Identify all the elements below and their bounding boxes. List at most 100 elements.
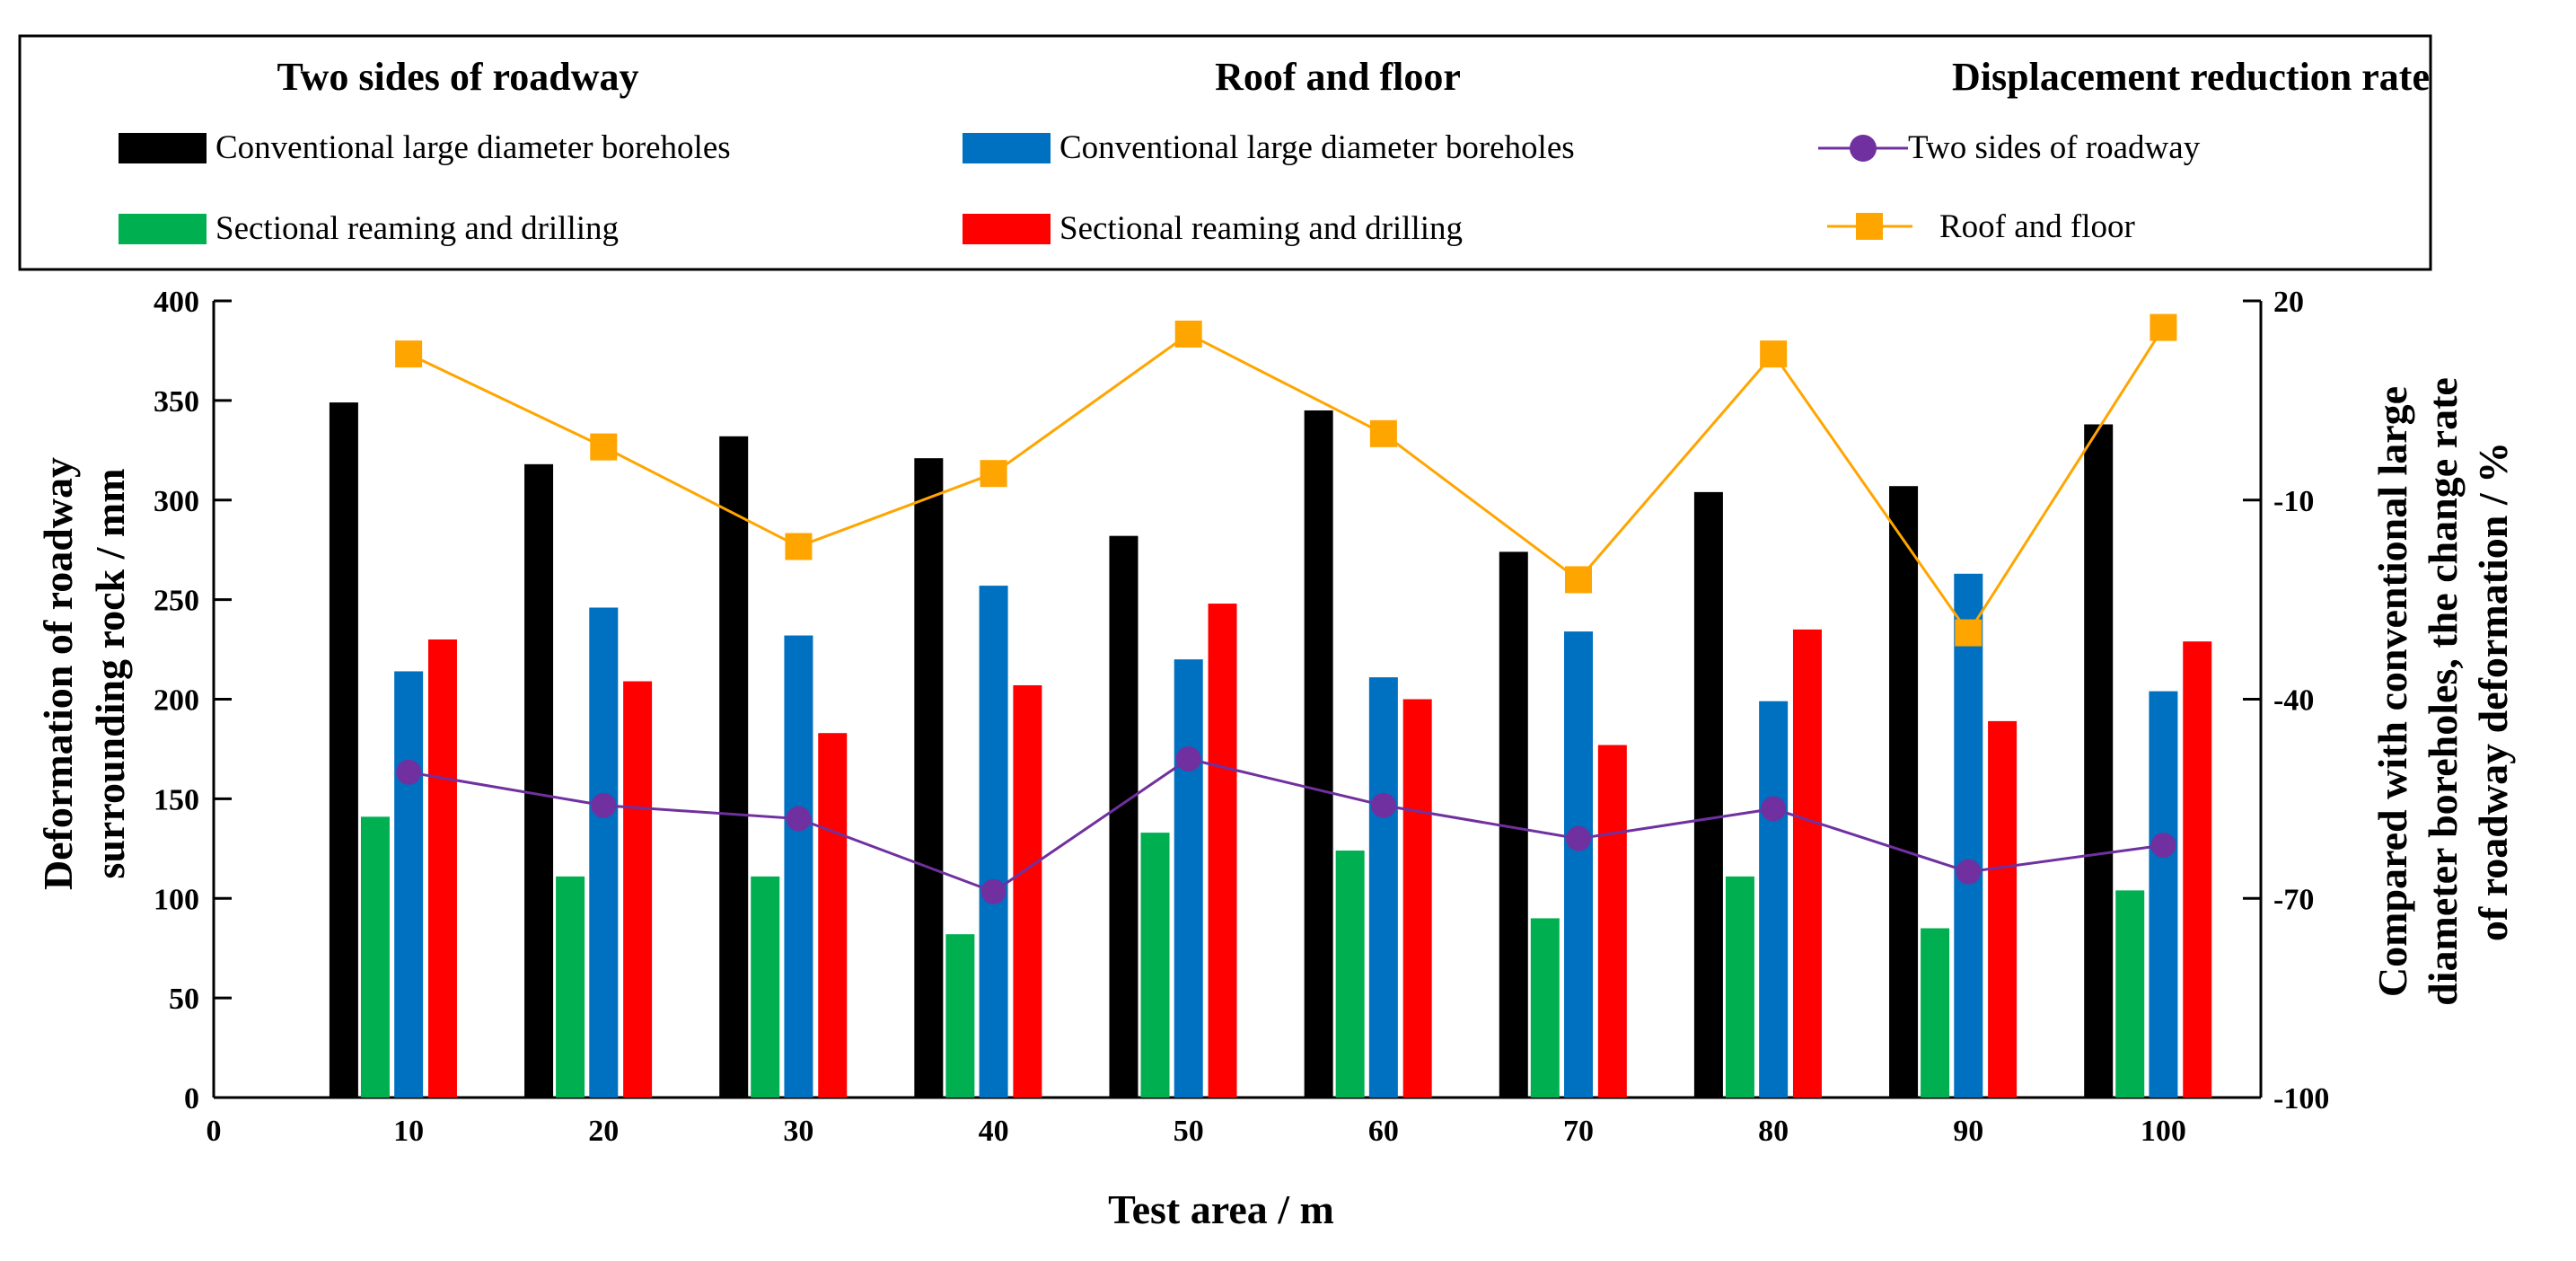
legend-label-sides-sectional: Sectional reaming and drilling [215, 210, 619, 247]
y2-axis-label-line-3: of roadway deformation / % [2470, 442, 2516, 941]
bar-roof-sectional [2183, 641, 2212, 1098]
point-rate-sides [1761, 796, 1787, 822]
bar-sides-sectional [1725, 876, 1754, 1098]
y2-axis-label-line-2: diameter boreholes, the change rate [2420, 377, 2466, 1006]
y-tick-label: 350 [154, 385, 199, 419]
line-rate-roof [408, 326, 2165, 636]
bar-roof-conventional [784, 635, 813, 1098]
bar-sides-sectional [1140, 833, 1170, 1098]
bar-roof-conventional [2149, 691, 2178, 1098]
point-rate-sides [396, 759, 422, 785]
point-rate-roof [395, 340, 423, 368]
y-tick-label: 400 [154, 286, 199, 319]
point-rate-roof [1369, 419, 1397, 447]
point-rate-roof [980, 460, 1007, 488]
x-tick-label: 70 [1563, 1115, 1594, 1148]
bar-roof-sectional [427, 639, 457, 1098]
bar-sides-conventional [329, 402, 358, 1098]
bar-sides-conventional [524, 463, 554, 1098]
point-rate-sides [1956, 859, 1982, 885]
line-rate-sides [408, 757, 2164, 894]
x-tick-label: 0 [207, 1115, 222, 1148]
bar-roof-sectional [1013, 684, 1042, 1098]
point-rate-sides [1370, 792, 1396, 818]
y-tick-label: 200 [154, 684, 199, 718]
y-axis-label-line-2: surrounding rock / mm [87, 468, 133, 878]
point-rate-sides [2150, 833, 2176, 859]
bar-roof-sectional [623, 681, 653, 1098]
bar-roof-sectional [1597, 745, 1627, 1098]
bar-roof-conventional [394, 671, 424, 1098]
bar-sides-sectional [1921, 928, 1950, 1098]
x-tick-label: 40 [979, 1115, 1009, 1148]
bar-sides-conventional [914, 458, 944, 1098]
x-tick-label: 50 [1174, 1115, 1204, 1148]
legend-label-rate-roof: Roof and floor [1939, 208, 2135, 245]
legend-marker-rate-roof [1856, 213, 1883, 240]
bar-sides-conventional [1693, 491, 1723, 1098]
x-axis-label: Test area / m [1108, 1186, 1334, 1232]
bar-sides-sectional [1530, 918, 1560, 1098]
y-tick-label: 100 [154, 883, 199, 916]
y2-tick-label: -70 [2273, 883, 2314, 916]
point-rate-roof [2150, 313, 2177, 341]
point-rate-sides [591, 792, 617, 818]
legend-swatch-roof-sectional [963, 214, 1051, 244]
bar-sides-sectional [751, 876, 780, 1098]
bar-roof-sectional [1988, 720, 2018, 1098]
y2-axis-label: Compared with conventional large diamete… [2369, 377, 2516, 1006]
bar-roof-sectional [1792, 629, 1822, 1098]
bar-roof-conventional [979, 586, 1008, 1098]
legend-group-title-roof: Roof and floor [1215, 55, 1461, 99]
bar-roof-conventional [1174, 659, 1203, 1098]
y-tick-label: 0 [184, 1082, 199, 1116]
bar-sides-sectional [556, 876, 585, 1098]
point-rate-roof [1174, 320, 1202, 348]
bar-sides-sectional [1335, 851, 1365, 1098]
bar-sides-sectional [2115, 890, 2145, 1098]
y2-tick-label: -100 [2273, 1082, 2329, 1116]
bar-sides-conventional [1304, 410, 1333, 1098]
x-tick-label: 90 [1953, 1115, 1983, 1148]
bar-sides-conventional [719, 436, 749, 1098]
bar-sides-conventional [1109, 535, 1139, 1098]
point-rate-sides [786, 806, 812, 832]
bar-sides-sectional [360, 816, 390, 1098]
point-rate-sides [1566, 825, 1591, 851]
plot-area: 050100150200250300350400-100-70-40-10200… [154, 286, 2329, 1148]
point-rate-sides [1175, 746, 1201, 772]
point-rate-roof [1760, 340, 1788, 368]
y2-tick-label: 20 [2273, 286, 2304, 319]
y2-axis-label-line-1: Compared with conventional large [2369, 386, 2415, 997]
legend-swatch-sides-conventional [119, 133, 207, 163]
x-tick-label: 10 [393, 1115, 424, 1148]
legend-label-sides-conventional: Conventional large diameter boreholes [215, 129, 731, 166]
legend-swatch-roof-conventional [963, 133, 1051, 163]
y2-tick-label: -10 [2273, 485, 2314, 518]
y-tick-label: 300 [154, 485, 199, 518]
bar-sides-sectional [945, 934, 975, 1098]
x-tick-label: 20 [588, 1115, 619, 1148]
point-rate-roof [1565, 566, 1592, 594]
legend-frame [18, 34, 2432, 271]
y-tick-label: 250 [154, 585, 199, 618]
bar-sides-conventional [1889, 486, 1919, 1098]
legend-label-roof-sectional: Sectional reaming and drilling [1059, 210, 1463, 247]
bar-sides-conventional [2084, 424, 2114, 1098]
legend-swatch-sides-sectional [119, 214, 207, 244]
legend-label-rate-sides: Two sides of roadway [1908, 129, 2201, 166]
point-rate-sides [980, 878, 1007, 904]
legend-label-roof-conventional: Conventional large diameter boreholes [1059, 129, 1575, 166]
bar-roof-sectional [1402, 699, 1432, 1098]
x-tick-label: 30 [783, 1115, 813, 1148]
x-tick-label: 100 [2141, 1115, 2186, 1148]
bar-roof-sectional [1208, 604, 1237, 1098]
y-axis-label-line-1: Deformation of roadway [35, 457, 81, 890]
point-rate-roof [785, 533, 813, 560]
y-tick-label: 150 [154, 783, 199, 816]
bar-roof-conventional [589, 607, 619, 1098]
y-axis-label: Deformation of roadway surrounding rock … [35, 457, 133, 890]
bar-roof-sectional [818, 733, 848, 1098]
bar-roof-conventional [1759, 701, 1789, 1098]
